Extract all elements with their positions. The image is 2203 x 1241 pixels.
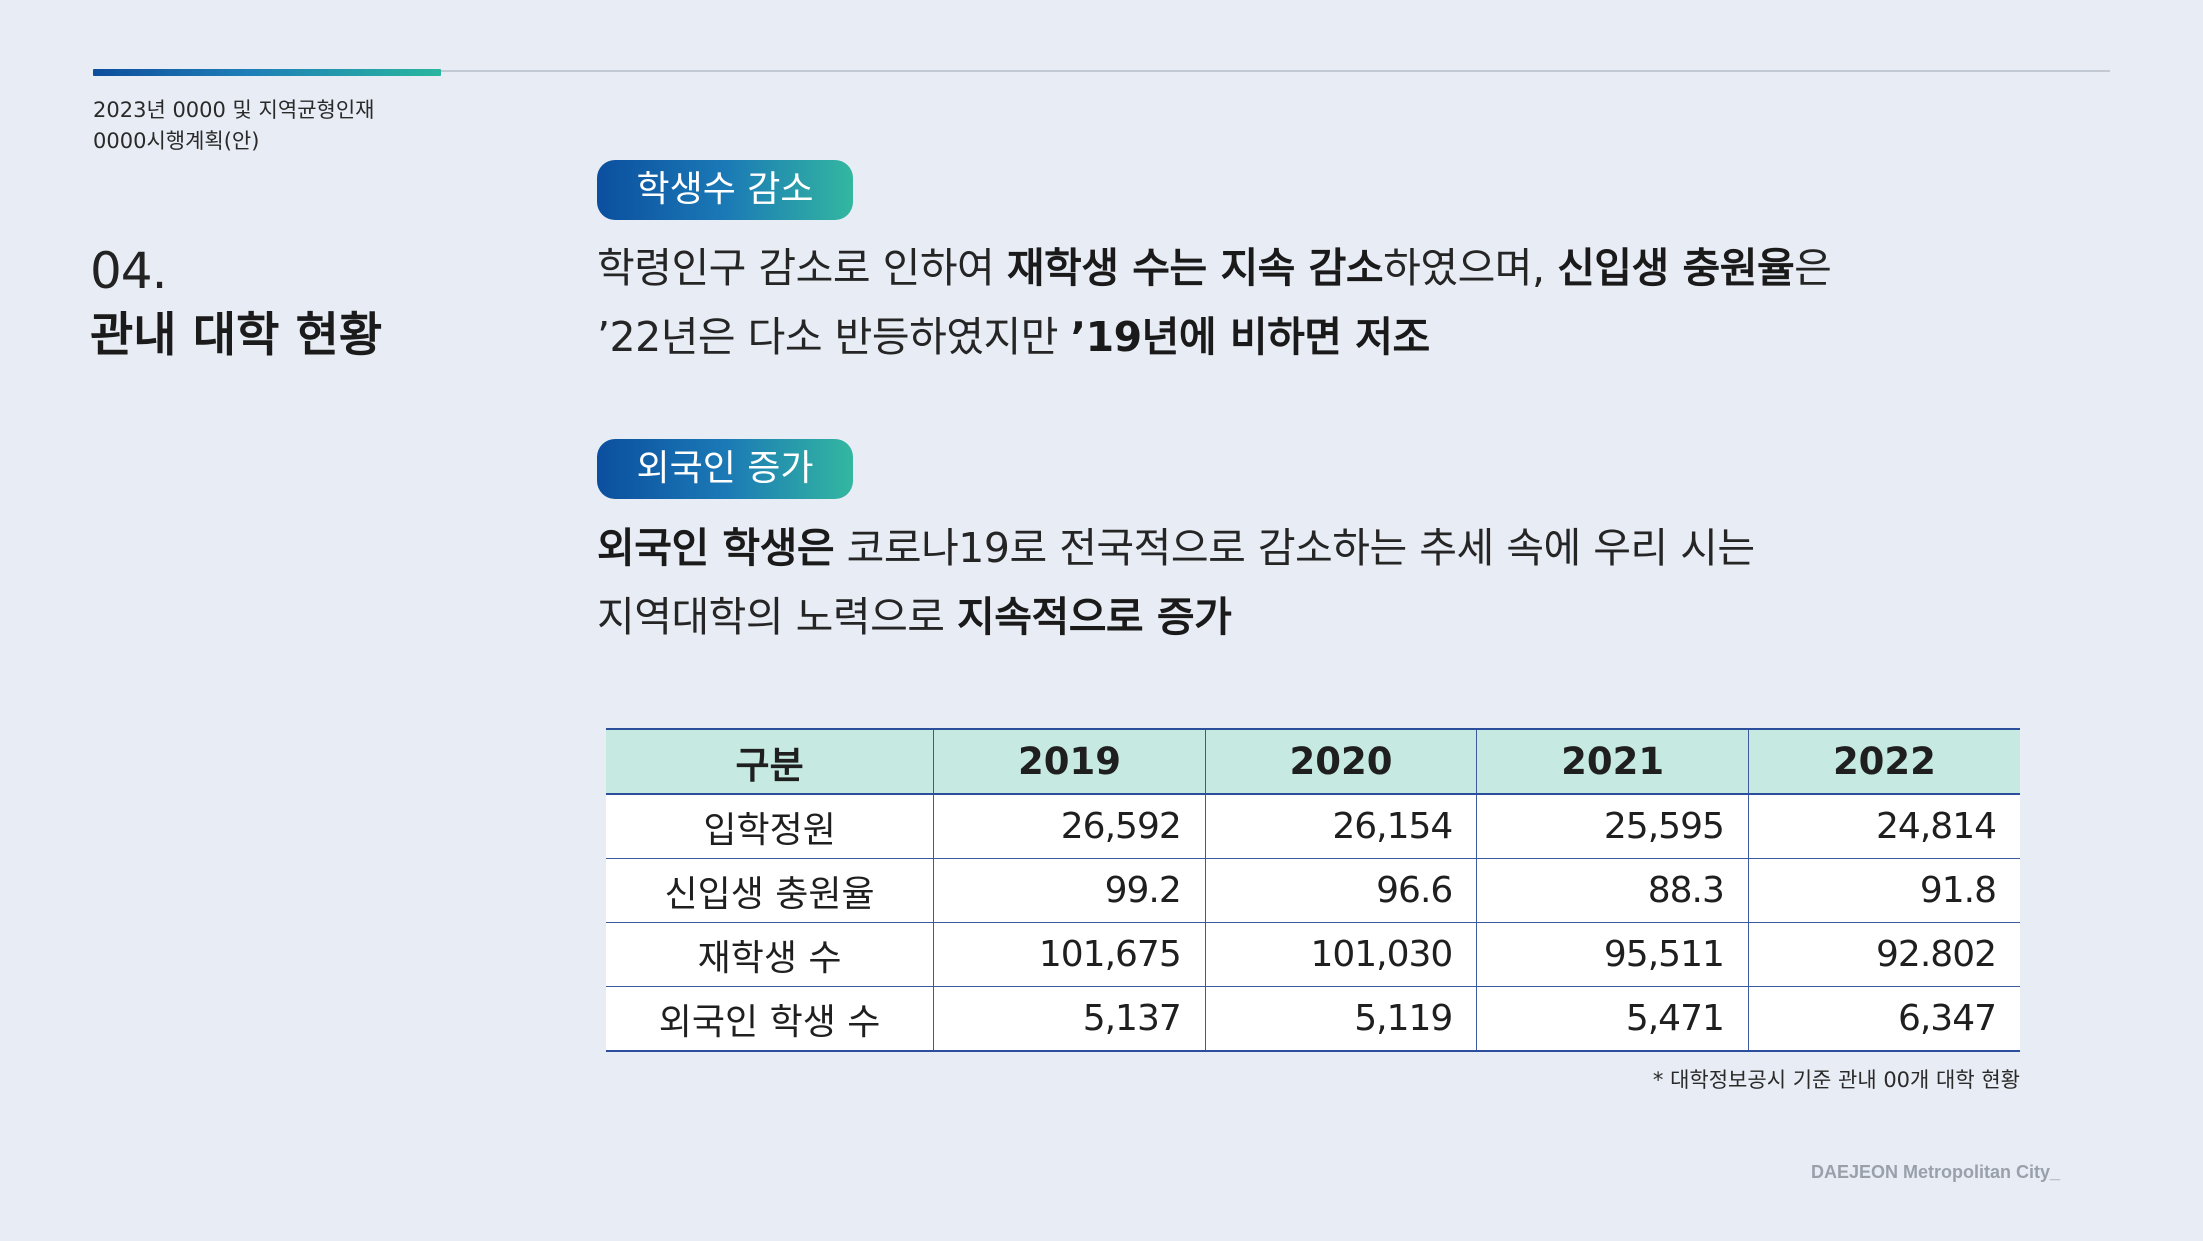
text-plain: 지역대학의 노력으로 — [597, 593, 958, 641]
table-header-row: 구분 2019 2020 2021 2022 — [606, 729, 2020, 795]
table-row: 재학생 수 101,675 101,030 95,511 92.802 — [606, 922, 2020, 987]
table-cell: 26,154 — [1205, 794, 1478, 859]
row-label: 외국인 학생 수 — [606, 986, 935, 1052]
table-cell: 26,592 — [933, 794, 1206, 859]
header-accent-bar — [93, 69, 441, 76]
text-emphasis: 신입생 충원율 — [1557, 244, 1795, 292]
table-cell: 99.2 — [933, 858, 1206, 923]
text-emphasis: 지속적으로 증가 — [957, 593, 1232, 641]
table-header-year: 2022 — [1748, 729, 2020, 795]
tag-student-decrease: 학생수 감소 — [597, 160, 853, 220]
footer-brand: DAEJEON Metropolitan City_ — [1810, 1162, 2060, 1182]
text-plain: 코로나19로 전국적으로 감소하는 추세 속에 우리 시는 — [834, 524, 1755, 572]
table-cell: 92.802 — [1748, 922, 2020, 987]
document-title-line2: 0000시행계획(안) — [93, 129, 260, 153]
university-stats-table: 구분 2019 2020 2021 2022 입학정원 26,592 26,15… — [606, 728, 2020, 1052]
tag-foreign-increase: 외국인 증가 — [597, 439, 853, 499]
paragraph-student-decrease: 학령인구 감소로 인하여 재학생 수는 지속 감소하였으며, 신입생 충원율은 … — [597, 234, 1832, 372]
document-title: 2023년 0000 및 지역균형인재 0000시행계획(안) — [93, 95, 374, 157]
table-header-year: 2020 — [1205, 729, 1478, 795]
table-cell: 96.6 — [1205, 858, 1478, 923]
text-emphasis: 외국인 학생은 — [597, 524, 835, 572]
table-header-category: 구분 — [606, 729, 935, 795]
paragraph-line: ’22년은 다소 반등하였지만 ’19년에 비하면 저조 — [597, 303, 1831, 372]
row-label: 입학정원 — [606, 794, 935, 859]
table-row: 입학정원 26,592 26,154 25,595 24,814 — [606, 794, 2020, 859]
paragraph-line: 외국인 학생은 코로나19로 전국적으로 감소하는 추세 속에 우리 시는 — [597, 514, 1755, 583]
paragraph-line: 지역대학의 노력으로 지속적으로 증가 — [597, 583, 1755, 652]
table-row: 신입생 충원율 99.2 96.6 88.3 91.8 — [606, 858, 2020, 923]
table-cell: 5,119 — [1205, 986, 1478, 1052]
table-cell: 5,471 — [1476, 986, 1749, 1052]
text-plain: 하였으며, — [1383, 244, 1558, 292]
table-cell: 88.3 — [1476, 858, 1749, 923]
table-footnote: * 대학정보공시 기준 관내 00개 대학 현황 — [1652, 1068, 2020, 1092]
table-cell: 6,347 — [1748, 986, 2020, 1052]
section-title: 관내 대학 현황 — [90, 308, 383, 363]
text-emphasis: ’19년에 비하면 저조 — [1070, 313, 1431, 361]
table-row: 외국인 학생 수 5,137 5,119 5,471 6,347 — [606, 986, 2020, 1052]
table-cell: 101,675 — [933, 922, 1206, 987]
table-cell: 91.8 — [1748, 858, 2020, 923]
text-emphasis: 재학생 수는 지속 감소 — [1006, 244, 1384, 292]
table-header-year: 2019 — [933, 729, 1206, 795]
row-label: 신입생 충원율 — [606, 858, 935, 923]
table-cell: 95,511 — [1476, 922, 1749, 987]
paragraph-foreign-increase: 외국인 학생은 코로나19로 전국적으로 감소하는 추세 속에 우리 시는 지역… — [597, 514, 1755, 652]
text-plain: 은 — [1794, 244, 1832, 292]
row-label: 재학생 수 — [606, 922, 935, 987]
table-cell: 101,030 — [1205, 922, 1478, 987]
text-plain: 학령인구 감소로 인하여 — [597, 244, 1007, 292]
document-title-line1: 2023년 0000 및 지역균형인재 — [93, 98, 375, 122]
table-cell: 5,137 — [933, 986, 1206, 1052]
text-plain: ’22년은 다소 반등하였지만 — [597, 313, 1071, 361]
section-number: 04. — [90, 242, 168, 300]
table-cell: 24,814 — [1748, 794, 2020, 859]
table-cell: 25,595 — [1476, 794, 1749, 859]
header-rule — [93, 70, 2110, 72]
table-header-year: 2021 — [1476, 729, 1749, 795]
paragraph-line: 학령인구 감소로 인하여 재학생 수는 지속 감소하였으며, 신입생 충원율은 — [597, 234, 1832, 303]
